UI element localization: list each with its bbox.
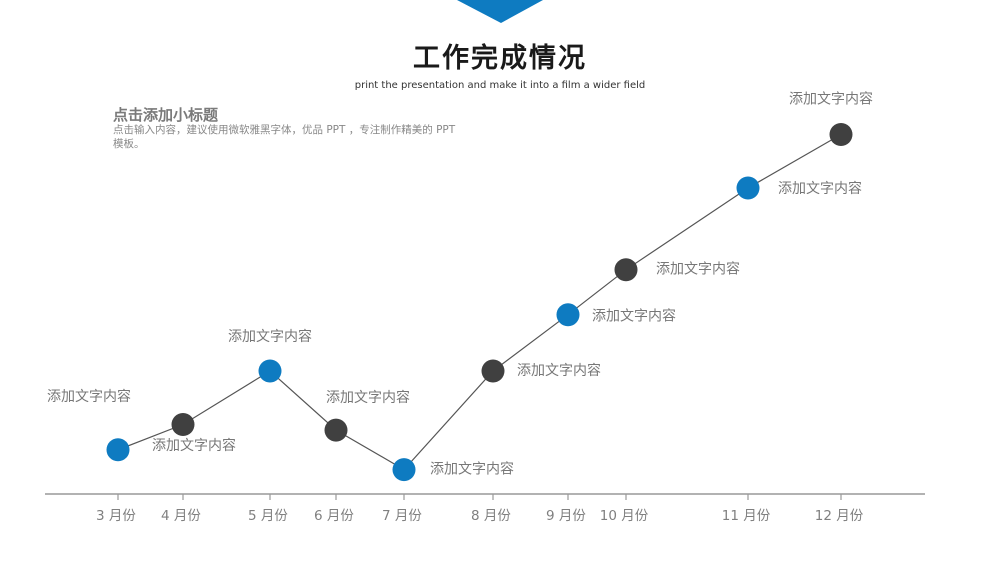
annotation-label-0: 添加文字内容 xyxy=(47,388,131,405)
data-point-3 xyxy=(324,418,348,442)
x-tick-label-7: 10 月份 xyxy=(600,508,649,524)
section-description: 点击输入内容，建议使用微软雅黑字体，优品 PPT ，专注制作精美的 PPT 模板… xyxy=(113,124,456,150)
data-point-1 xyxy=(171,413,195,436)
series-line xyxy=(117,133,842,471)
data-point-8 xyxy=(736,176,760,200)
data-label-4: 添加文字内容 xyxy=(430,461,514,478)
data-label-8: 添加文字内容 xyxy=(778,180,862,197)
page-subtitle: print the presentation and make it into … xyxy=(354,80,646,91)
data-point-2 xyxy=(258,359,282,383)
data-label-9: 添加文字内容 xyxy=(789,91,873,108)
x-tick-label-0: 3 月份 xyxy=(96,508,136,524)
x-tick-label-5: 8 月份 xyxy=(471,508,511,524)
data-point-6 xyxy=(556,303,580,327)
data-label-6: 添加文字内容 xyxy=(592,308,676,325)
x-tick-label-1: 4 月份 xyxy=(161,508,201,524)
data-point-5 xyxy=(481,359,505,383)
x-tick-label-3: 6 月份 xyxy=(314,508,354,524)
x-tick-label-2: 5 月份 xyxy=(248,508,288,524)
x-tick-label-8: 11 月份 xyxy=(722,508,771,524)
data-label-3: 添加文字内容 xyxy=(326,389,410,406)
data-label-5: 添加文字内容 xyxy=(517,362,601,379)
x-tick-label-6: 9 月份 xyxy=(546,508,586,524)
data-point-7 xyxy=(614,258,638,282)
data-point-9 xyxy=(829,123,853,146)
x-tick-label-4: 7 月份 xyxy=(382,508,422,524)
x-tick-label-9: 12 月份 xyxy=(815,508,864,524)
data-point-0 xyxy=(106,438,130,462)
section-heading: 点击添加小标题 xyxy=(113,106,219,124)
top-tab-shape xyxy=(457,0,543,23)
data-point-4 xyxy=(392,458,416,482)
data-label-7: 添加文字内容 xyxy=(656,261,740,278)
data-label-2: 添加文字内容 xyxy=(228,328,312,345)
data-label-0: 添加文字内容 xyxy=(152,437,236,454)
page-title: 工作完成情况 xyxy=(413,43,587,74)
